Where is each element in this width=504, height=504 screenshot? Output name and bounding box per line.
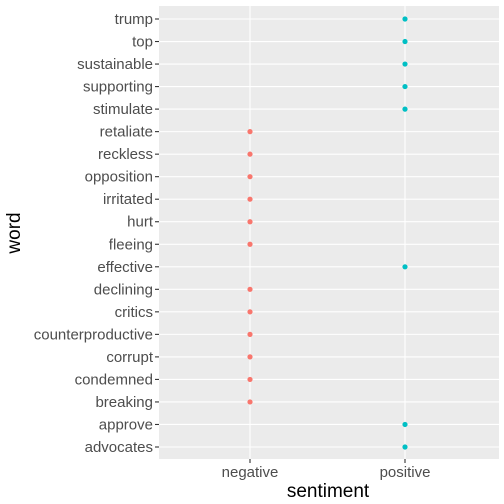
y-tick-label-supporting: supporting (83, 79, 153, 96)
x-tick-label-negative: negative (222, 464, 279, 481)
point-critics (247, 309, 253, 315)
point-fleeing (247, 241, 253, 247)
y-tick-label-irritated: irritated (103, 191, 153, 208)
point-breaking (247, 399, 253, 405)
y-tick-label-retaliate: retaliate (100, 124, 153, 141)
y-tick-label-sustainable: sustainable (77, 56, 153, 73)
plot-panel (159, 6, 499, 459)
y-tick-label-corrupt: corrupt (106, 349, 154, 366)
y-tick-label-condemned: condemned (75, 371, 153, 388)
x-tick-label-positive: positive (380, 464, 431, 481)
point-corrupt (247, 354, 253, 360)
point-condemned (247, 376, 253, 383)
y-axis-tick-labels: advocates approve breaking condemned corrupt… (34, 11, 154, 456)
data-points (247, 16, 408, 450)
point-stimulate (402, 106, 408, 112)
point-counterproductive (247, 331, 253, 337)
point-opposition (247, 174, 253, 180)
y-tick-label-opposition: opposition (85, 169, 153, 186)
point-hurt (247, 219, 253, 225)
y-tick-label-breaking: breaking (95, 394, 153, 411)
x-axis-title: sentiment (287, 481, 370, 502)
y-tick-label-trump: trump (115, 11, 153, 28)
point-retaliate (247, 129, 253, 135)
x-axis-tick-labels: negative positive (222, 464, 431, 481)
y-tick-label-effective: effective (97, 259, 153, 276)
y-tick-label-stimulate: stimulate (93, 101, 153, 118)
point-reckless (247, 151, 253, 157)
y-tick-label-top: top (132, 34, 153, 51)
y-tick-label-approve: approve (99, 416, 153, 433)
x-axis-ticks (249, 459, 406, 463)
y-tick-label-fleeing: fleeing (109, 236, 153, 253)
point-top (402, 38, 408, 45)
y-tick-label-advocates: advocates (85, 439, 153, 456)
y-tick-label-hurt: hurt (127, 214, 154, 231)
point-approve (402, 421, 408, 428)
y-axis-title: word (4, 212, 25, 254)
point-supporting (402, 83, 408, 90)
y-tick-label-reckless: reckless (98, 146, 153, 163)
point-trump (402, 16, 408, 22)
point-effective (402, 264, 408, 270)
gridlines (159, 6, 499, 459)
point-advocates (402, 444, 408, 450)
point-irritated (247, 196, 253, 202)
y-tick-label-critics: critics (115, 304, 153, 321)
point-declining (247, 286, 253, 292)
y-tick-label-counterproductive: counterproductive (34, 326, 153, 343)
point-sustainable (402, 61, 408, 67)
y-tick-label-declining: declining (94, 281, 153, 298)
y-axis-ticks (155, 18, 159, 448)
